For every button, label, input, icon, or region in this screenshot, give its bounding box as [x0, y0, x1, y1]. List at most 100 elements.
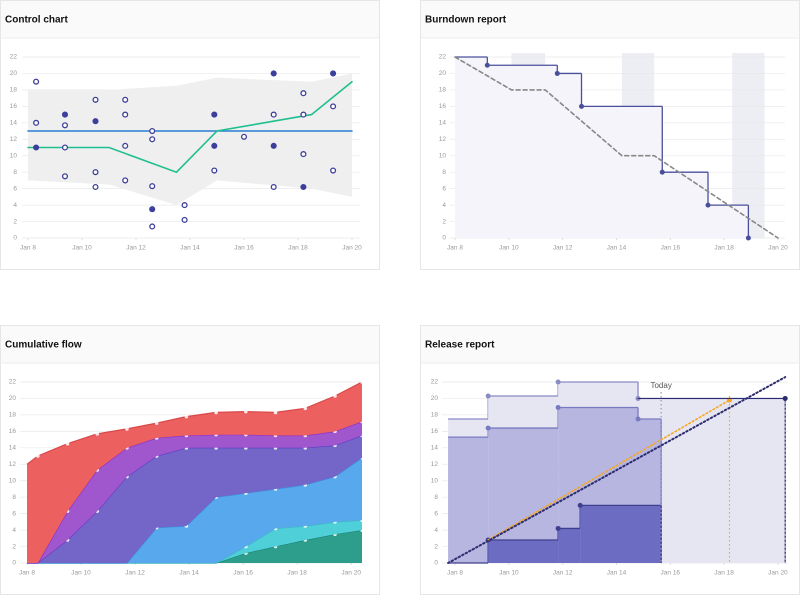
control-band — [28, 73, 352, 206]
y-tick-label: 2 — [12, 543, 16, 550]
flow-marker — [303, 406, 308, 411]
step-marker — [485, 393, 491, 399]
point — [181, 216, 188, 223]
y-tick-label: 4 — [13, 202, 17, 209]
x-tick-label: Jan 12 — [553, 570, 573, 577]
y-tick-label: 10 — [439, 152, 447, 159]
y-tick-label: 8 — [12, 494, 16, 501]
line — [447, 376, 787, 564]
stacked-area — [27, 530, 362, 563]
y-tick-label: 6 — [12, 510, 16, 517]
y-tick-label: 12 — [10, 136, 18, 143]
y-tick-label: 20 — [10, 70, 18, 77]
point — [61, 111, 69, 118]
flow-marker — [214, 410, 218, 415]
point — [300, 183, 307, 191]
line — [487, 399, 731, 541]
step-area — [708, 205, 749, 238]
point — [330, 167, 337, 174]
panel-header — [421, 1, 799, 38]
y-tick-label: 4 — [434, 527, 438, 534]
step-area — [638, 398, 786, 563]
x-tick-label: Jan 8 — [19, 570, 35, 577]
panel-header — [421, 326, 799, 363]
y-tick-label: 2 — [13, 218, 17, 225]
y-tick-label: 10 — [9, 477, 17, 484]
x-tick-label: Jan 20 — [342, 245, 362, 252]
point — [240, 133, 248, 140]
flow-marker — [125, 427, 129, 431]
point — [211, 167, 218, 174]
step-marker — [579, 103, 585, 109]
x-tick-label: Jan 8 — [447, 570, 463, 577]
x-tick-label: Jan 14 — [180, 245, 200, 252]
step-area — [487, 65, 558, 239]
flow-marker — [65, 441, 70, 446]
stacked-area — [27, 520, 362, 563]
y-tick-label: 22 — [439, 54, 447, 61]
y-tick-label: 14 — [431, 445, 439, 452]
x-tick-label: Jan 20 — [341, 570, 361, 577]
x-tick-label: Jan 14 — [607, 570, 627, 577]
y-tick-label: 16 — [10, 103, 18, 110]
x-tick-label: Jan 20 — [768, 245, 788, 252]
x-tick-label: Jan 14 — [607, 245, 627, 252]
y-tick-label: 18 — [10, 87, 18, 94]
x-tick-label: Jan 18 — [714, 245, 734, 252]
point — [330, 70, 337, 77]
panel-header — [1, 326, 379, 363]
panel-header — [1, 1, 379, 38]
y-tick-label: 0 — [442, 235, 446, 242]
point — [149, 223, 156, 230]
marker-label: Today — [650, 381, 671, 390]
step-marker — [485, 425, 491, 431]
x-tick-label: Jan 18 — [714, 570, 734, 577]
x-tick-label: Jan 16 — [661, 570, 681, 577]
y-tick-label: 2 — [442, 218, 446, 225]
y-tick-label: 16 — [439, 103, 447, 110]
y-tick-label: 10 — [431, 477, 439, 484]
point — [149, 136, 156, 143]
point — [61, 144, 69, 151]
point — [61, 173, 69, 180]
point — [211, 111, 218, 118]
y-tick-label: 10 — [10, 152, 18, 159]
chart-title: Control chart — [5, 15, 68, 26]
line-marker — [782, 395, 788, 401]
x-tick-label: Jan 16 — [234, 245, 254, 252]
stacked-area — [27, 457, 362, 563]
point — [270, 142, 277, 149]
y-tick-label: 20 — [431, 395, 439, 402]
flow-marker — [244, 409, 248, 414]
step-area — [662, 172, 709, 238]
y-tick-label: 14 — [439, 120, 447, 127]
x-tick-label: Jan 18 — [287, 570, 307, 577]
point — [92, 96, 99, 103]
step-area — [558, 528, 581, 563]
point — [122, 96, 129, 103]
point — [122, 111, 129, 118]
flow-marker — [333, 394, 337, 398]
y-tick-label: 16 — [431, 428, 439, 435]
stacked-area — [27, 382, 362, 563]
x-tick-label: Jan 14 — [179, 570, 199, 577]
x-tick-label: Jan 10 — [71, 570, 91, 577]
step-marker — [555, 525, 561, 531]
stacked-area — [27, 435, 362, 563]
point — [92, 183, 99, 191]
y-tick-label: 12 — [431, 461, 439, 468]
step-area — [557, 73, 582, 238]
x-tick-label: Jan 10 — [499, 245, 519, 252]
flow-marker — [273, 410, 278, 415]
point — [300, 111, 307, 118]
point — [149, 183, 156, 190]
flow-marker — [95, 432, 100, 436]
step-marker — [555, 379, 561, 385]
y-tick-label: 14 — [9, 445, 17, 452]
point — [300, 151, 307, 158]
point — [33, 119, 40, 126]
y-tick-label: 20 — [9, 395, 17, 402]
point — [33, 78, 40, 85]
